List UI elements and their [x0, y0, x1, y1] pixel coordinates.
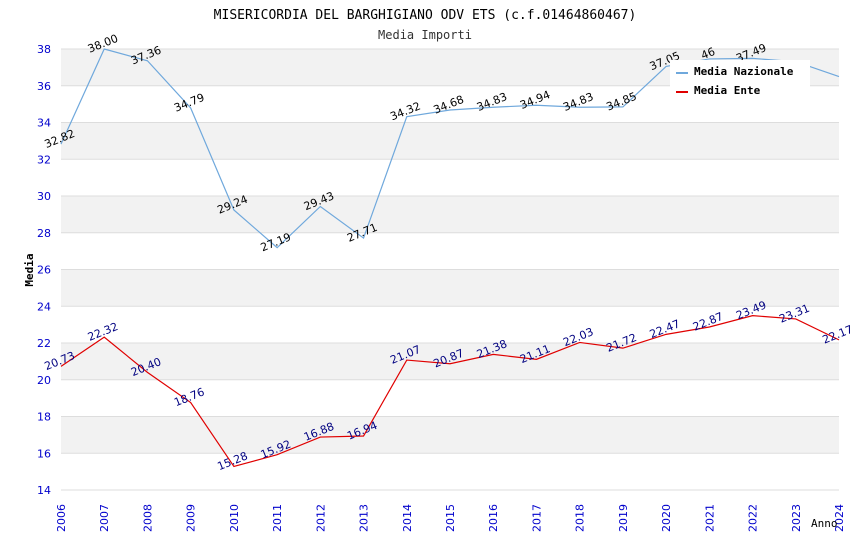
y-tick-label: 38 — [37, 43, 51, 56]
series-line-ente — [60, 315, 840, 468]
legend: Media Nazionale Media Ente — [670, 60, 810, 102]
x-tick-label: 2010 — [228, 504, 241, 532]
legend-box — [670, 60, 810, 102]
x-tick-label: 2008 — [141, 504, 154, 532]
y-tick-label: 26 — [37, 264, 51, 277]
legend-label-nazionale: Media Nazionale — [694, 65, 794, 78]
x-axis-ticks: 2006 2007 2008 2009 2010 2011 2012 2013 2014 2015… — [55, 504, 846, 532]
plot-band — [61, 343, 839, 380]
chart-title: MISERICORDIA DEL BARGHIGIANO ODV ETS (c.… — [214, 8, 637, 23]
y-tick-label: 34 — [37, 117, 51, 130]
x-tick-label: 2020 — [660, 504, 673, 532]
plot-band — [61, 453, 839, 490]
plot-band — [61, 122, 839, 160]
x-tick-label: 2018 — [574, 504, 587, 532]
x-tick-label: 2011 — [271, 504, 284, 532]
x-tick-label: 2019 — [617, 504, 630, 532]
data-label: 46 — [699, 45, 717, 62]
y-tick-label: 14 — [37, 484, 51, 497]
x-tick-label: 2016 — [487, 504, 500, 532]
plot-band — [61, 232, 839, 270]
x-tick-label: 2022 — [747, 504, 760, 532]
y-tick-label: 36 — [37, 80, 51, 93]
x-tick-label: 2013 — [358, 504, 371, 532]
chart-subtitle: Media Importi — [378, 28, 472, 42]
plot-background — [61, 49, 839, 490]
y-tick-label: 32 — [37, 153, 51, 166]
x-tick-label: 2006 — [55, 504, 68, 532]
plot-band — [61, 306, 839, 343]
series-lines — [60, 48, 840, 468]
y-tick-label: 18 — [37, 411, 51, 424]
plot-band — [61, 159, 839, 196]
x-tick-label: 2014 — [401, 504, 414, 532]
legend-label-ente: Media Ente — [694, 84, 761, 97]
x-tick-label: 2015 — [444, 504, 457, 532]
plot-band — [61, 269, 839, 307]
y-tick-label: 30 — [37, 190, 51, 203]
x-tick-label: 2024 — [833, 504, 846, 532]
x-axis-label: Anno — [811, 517, 838, 530]
x-tick-label: 2017 — [530, 504, 543, 532]
x-tick-label: 2009 — [185, 504, 198, 532]
y-tick-label: 20 — [37, 374, 51, 387]
y-tick-label: 22 — [37, 337, 51, 350]
x-tick-label: 2021 — [703, 504, 716, 532]
x-tick-label: 2023 — [790, 504, 803, 532]
y-tick-label: 24 — [37, 300, 51, 313]
gridlines — [61, 48, 839, 491]
x-tick-label: 2007 — [98, 504, 111, 532]
plot-band — [61, 196, 839, 233]
plot-band — [61, 416, 839, 454]
y-axis-ticks: 14 16 18 20 22 24 26 28 30 32 34 36 38 — [37, 43, 51, 497]
y-tick-label: 16 — [37, 447, 51, 460]
y-axis-label: Media — [23, 253, 36, 286]
plot-band — [61, 379, 839, 417]
y-tick-label: 28 — [37, 227, 51, 240]
x-tick-label: 2012 — [314, 504, 327, 532]
series-line-nazionale — [60, 48, 840, 249]
